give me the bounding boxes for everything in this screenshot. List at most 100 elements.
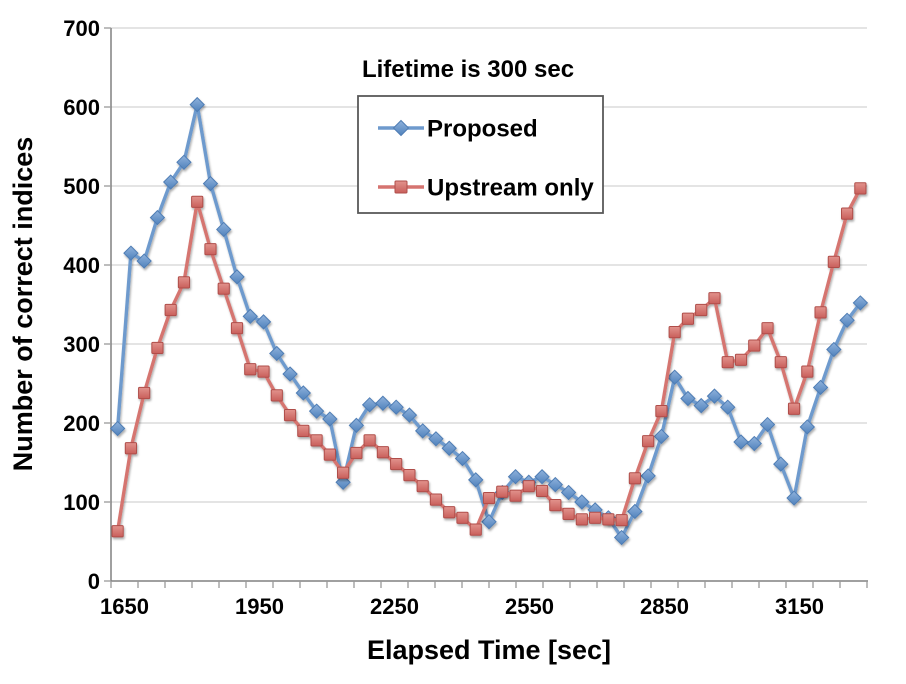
data-point-proposed: [189, 96, 205, 113]
x-tick-label: 2850: [640, 594, 689, 619]
data-point-upstream-only: [376, 446, 389, 459]
data-point-upstream-only: [138, 386, 151, 400]
data-point-proposed: [666, 369, 683, 385]
data-point-upstream-only: [774, 356, 787, 369]
data-point-proposed: [733, 434, 749, 450]
data-point-proposed: [812, 379, 829, 396]
legend-label-upstream: Upstream only: [427, 175, 594, 202]
data-point-proposed: [799, 419, 816, 435]
data-point-upstream-only: [363, 434, 376, 447]
data-point-upstream-only: [230, 322, 244, 335]
data-point-proposed: [773, 456, 789, 472]
x-tick-label: 3150: [775, 594, 824, 619]
tick-marks: [104, 27, 868, 588]
data-point-proposed: [375, 395, 391, 411]
data-point-proposed: [826, 341, 842, 358]
x-tick-labels: 1650 1950 2250 2550 2850 3150: [100, 594, 824, 619]
series-upstream-only: [111, 182, 867, 538]
data-point-upstream-only: [655, 405, 668, 418]
y-tick-label: 500: [63, 174, 100, 199]
x-tick-label: 1650: [100, 594, 149, 619]
data-point-proposed: [242, 308, 258, 325]
data-point-proposed: [627, 503, 643, 520]
data-point-proposed: [176, 154, 192, 171]
data-point-upstream-only: [695, 303, 708, 317]
data-point-proposed: [547, 476, 564, 493]
data-point-upstream-only: [456, 511, 469, 524]
data-point-upstream-only: [191, 195, 204, 208]
data-point-upstream-only: [310, 434, 323, 447]
data-point-proposed: [852, 295, 869, 311]
data-point-upstream-only: [668, 326, 681, 339]
data-point-proposed: [746, 435, 762, 452]
data-point-upstream-only: [562, 507, 575, 520]
data-point-upstream-only: [814, 306, 827, 319]
data-point-proposed: [468, 472, 484, 488]
data-point-upstream-only: [337, 466, 350, 479]
y-axis-title: Number of correct indices: [8, 137, 38, 472]
data-point-upstream-only: [748, 339, 761, 352]
data-point-upstream-only: [177, 276, 191, 289]
data-point-proposed: [216, 221, 232, 238]
data-point-upstream-only: [257, 365, 270, 378]
data-point-proposed: [560, 484, 577, 501]
data-point-proposed: [123, 245, 139, 261]
data-point-upstream-only: [164, 303, 177, 317]
data-point-proposed: [202, 175, 219, 192]
legend-diamond-marker-icon: [392, 119, 410, 137]
data-point-proposed: [388, 399, 404, 415]
data-point-upstream-only: [734, 353, 748, 366]
x-tick-label: 1950: [235, 594, 284, 619]
data-point-proposed: [414, 423, 431, 439]
data-point-upstream-only: [589, 511, 602, 524]
data-point-upstream-only: [151, 341, 164, 355]
legend-item-upstream: Upstream only: [378, 175, 594, 202]
data-point-upstream-only: [841, 207, 854, 220]
data-point-proposed: [428, 431, 444, 447]
data-point-proposed: [706, 388, 723, 404]
data-point-upstream-only: [204, 243, 217, 256]
data-point-proposed: [507, 469, 524, 485]
data-point-proposed: [401, 407, 418, 423]
data-point-proposed: [136, 253, 152, 269]
data-point-upstream-only: [708, 292, 721, 305]
data-point-proposed: [149, 209, 166, 226]
data-point-proposed: [441, 440, 457, 456]
data-point-upstream-only: [761, 322, 774, 335]
data-point-proposed: [839, 312, 855, 329]
data-point-upstream-only: [787, 402, 801, 415]
data-point-upstream-only: [615, 514, 628, 527]
data-point-upstream-only: [429, 493, 443, 506]
legend-label-proposed: Proposed: [427, 116, 538, 143]
data-point-upstream-only: [535, 484, 549, 498]
data-point-upstream-only: [416, 480, 429, 493]
data-point-upstream-only: [283, 409, 297, 422]
data-point-proposed: [454, 450, 471, 467]
data-point-proposed: [693, 397, 709, 414]
data-point-upstream-only: [801, 365, 814, 378]
data-point-proposed: [680, 390, 696, 407]
data-point-upstream-only: [642, 435, 655, 448]
legend: Proposed Upstream only: [357, 95, 604, 214]
data-point-upstream-only: [217, 282, 230, 295]
y-tick-label: 100: [63, 490, 100, 515]
data-point-proposed: [613, 529, 630, 546]
data-point-upstream-only: [509, 489, 522, 502]
data-point-upstream-only: [549, 499, 562, 512]
data-point-upstream-only: [628, 472, 641, 485]
data-point-upstream-only: [390, 457, 403, 471]
chart-title: Lifetime is 300 sec: [362, 56, 574, 83]
data-point-proposed: [720, 399, 736, 415]
legend-square-marker-icon: [394, 180, 408, 194]
y-tick-label: 300: [63, 332, 100, 357]
data-point-proposed: [759, 416, 776, 433]
data-point-upstream-only: [721, 356, 734, 369]
data-point-upstream-only: [482, 491, 496, 505]
data-point-proposed: [162, 174, 179, 190]
y-tick-label: 0: [88, 569, 100, 594]
data-point-proposed: [269, 345, 285, 362]
data-point-proposed: [653, 428, 670, 445]
data-point-proposed: [361, 397, 378, 413]
x-axis-title: Elapsed Time [sec]: [367, 635, 611, 665]
x-tick-label: 2250: [370, 594, 419, 619]
